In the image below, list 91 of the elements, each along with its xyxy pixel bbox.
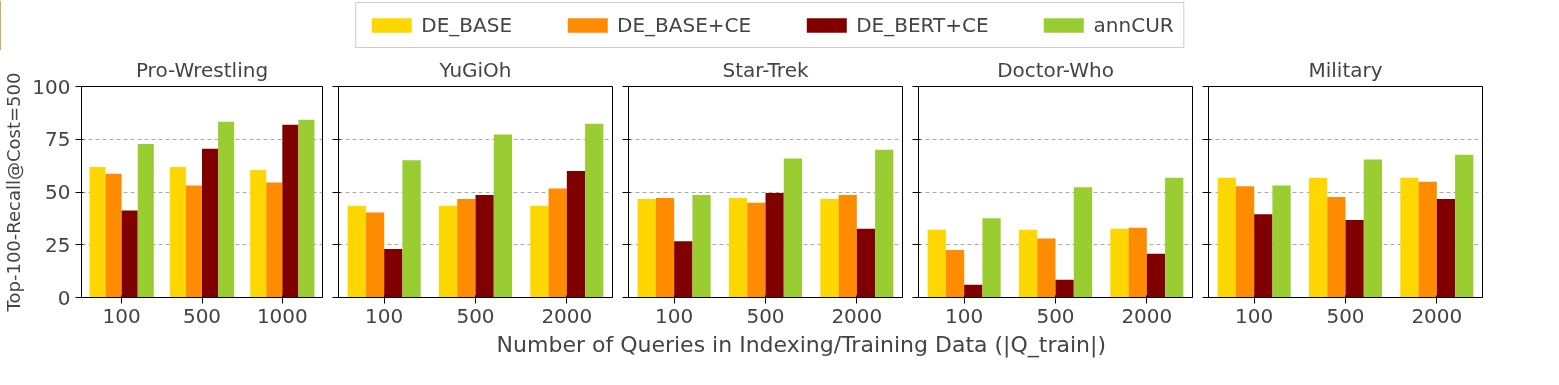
legend-label: DE_BERT+CE: [856, 13, 989, 37]
bar: [530, 205, 549, 298]
bar: [1436, 198, 1456, 298]
bar: [566, 170, 586, 298]
x-tick-label: 2000: [1411, 303, 1463, 328]
bar: [1345, 220, 1364, 298]
chart-title: Pro-Wrestling: [135, 57, 269, 82]
bar: [655, 197, 675, 298]
bar: [137, 143, 154, 298]
bar: [438, 205, 458, 298]
bar: [783, 158, 803, 298]
chart-title: Military: [1308, 57, 1383, 82]
bar: [1073, 187, 1093, 298]
bar: [402, 160, 421, 298]
chart-title: Doctor-Who: [997, 57, 1114, 82]
bar: [1418, 181, 1437, 298]
x-tick-label: 100: [655, 303, 694, 328]
bar: [820, 198, 839, 298]
bar: [747, 202, 766, 298]
x-tick-label: 2000: [831, 303, 883, 328]
bar: [185, 185, 202, 298]
y-tick-label: 25: [45, 232, 71, 257]
x-tick-label: 100: [102, 303, 141, 328]
bar: [121, 210, 138, 298]
bar: [1308, 177, 1328, 298]
bar: [457, 198, 476, 298]
x-tick-label: 500: [1036, 303, 1075, 328]
x-tick-label: 100: [1235, 303, 1274, 328]
bar: [637, 198, 656, 298]
x-tick-label: 2000: [541, 303, 593, 328]
bar: [1110, 228, 1129, 298]
x-tick-label: 100: [945, 303, 984, 328]
x-tick-label: 1000: [256, 303, 308, 328]
bar: [548, 188, 567, 298]
x-tick-label: 500: [746, 303, 785, 328]
bar: [347, 205, 366, 298]
bar: [1327, 197, 1346, 298]
y-tick-label: 50: [45, 180, 71, 204]
x-tick-label: 500: [456, 303, 495, 328]
bar: [1235, 186, 1255, 298]
chart-title: Star-Trek: [722, 57, 809, 82]
bar: [250, 170, 267, 298]
bar: [1146, 253, 1166, 298]
bar: [1272, 185, 1291, 298]
bar: [475, 194, 494, 298]
legend-label: DE_BASE+CE: [617, 13, 752, 37]
legend-label: annCUR: [1093, 13, 1174, 37]
bar: [282, 124, 299, 298]
bar: [1037, 238, 1056, 298]
y-axis-title: Top-100-Recall@Cost=500: [3, 72, 25, 313]
bar: [202, 148, 219, 298]
bar: [384, 248, 403, 298]
bar: [1363, 159, 1383, 298]
x-tick-label: 2000: [1121, 303, 1173, 328]
bar: [927, 229, 946, 298]
bar: [674, 241, 693, 298]
x-axis-title: Number of Queries in Indexing/Training Data (|Q_train|): [496, 331, 1107, 358]
bar: [982, 218, 1001, 298]
bar: [169, 167, 186, 298]
bar: [1018, 229, 1038, 298]
x-tick-label: 100: [365, 303, 404, 328]
bar: [964, 284, 983, 298]
bar: [89, 167, 106, 298]
bar: [728, 197, 748, 298]
y-tick-label: 75: [45, 127, 71, 152]
bar: [585, 123, 604, 298]
bar: [692, 194, 711, 298]
x-tick-label: 500: [182, 303, 222, 328]
x-tick-label: 500: [1326, 303, 1365, 328]
bar: [493, 134, 513, 298]
bar: [298, 119, 315, 298]
bar: [1455, 154, 1474, 298]
bar: [945, 250, 965, 298]
y-tick-label: 0: [57, 285, 71, 310]
bar: [765, 193, 784, 298]
bar: [365, 212, 385, 298]
bar: [1254, 214, 1273, 298]
y-tick-label: 100: [32, 74, 71, 99]
legend-label: DE_BASE: [421, 13, 513, 37]
bar: [1128, 227, 1147, 298]
bar: [875, 149, 894, 298]
bar: [1165, 177, 1184, 298]
bar: [1400, 177, 1419, 298]
bar: [266, 182, 283, 298]
chart-title: YuGiOh: [438, 57, 512, 82]
bar: [1217, 177, 1236, 298]
bar: [838, 194, 857, 298]
bar: [105, 173, 122, 298]
bar: [218, 121, 235, 298]
bar: [1055, 279, 1074, 298]
bar: [856, 228, 876, 298]
